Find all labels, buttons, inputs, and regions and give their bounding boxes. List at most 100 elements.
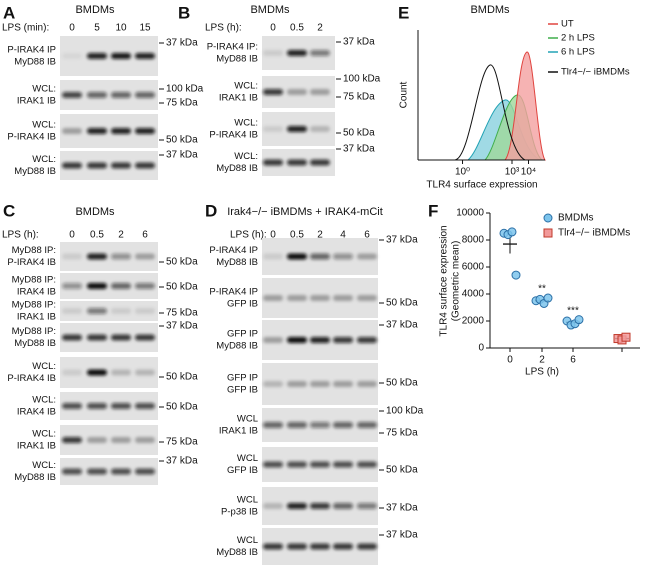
blot-band bbox=[310, 543, 330, 550]
legend-swatch bbox=[543, 213, 553, 223]
row-label: MyD88 IP: bbox=[12, 326, 56, 337]
blot-band bbox=[263, 253, 283, 260]
blot-band bbox=[287, 159, 307, 166]
marker-label: 75 kDa bbox=[386, 428, 418, 439]
row-label: IRAK1 IB bbox=[219, 93, 258, 104]
blot-band bbox=[310, 253, 330, 260]
blot-band bbox=[62, 403, 82, 409]
lane-header: LPS (h): bbox=[2, 230, 39, 241]
marker-label: 37 kDa bbox=[343, 144, 375, 155]
blot-band bbox=[87, 92, 107, 98]
blot-band bbox=[135, 162, 155, 169]
row-label: GFP IP bbox=[227, 329, 258, 340]
blot-band bbox=[135, 92, 155, 98]
lane-label: 0 bbox=[69, 23, 75, 34]
blot-band bbox=[111, 437, 131, 443]
blot-band bbox=[357, 295, 377, 301]
blot-band bbox=[357, 337, 377, 343]
blot-band bbox=[310, 89, 330, 95]
blot-band bbox=[287, 422, 307, 428]
lane-label: 15 bbox=[139, 23, 151, 34]
blot-band bbox=[287, 253, 307, 260]
panel-letter: A bbox=[3, 3, 15, 22]
marker-label: 75 kDa bbox=[166, 308, 198, 319]
legend-label: UT bbox=[561, 19, 574, 30]
blot-band bbox=[62, 283, 82, 289]
lane-label: 10 bbox=[115, 23, 127, 34]
row-label: GFP IB bbox=[227, 465, 258, 476]
blot-band bbox=[287, 543, 307, 550]
marker-label: 75 kDa bbox=[166, 437, 198, 448]
row-label: IRAK1 IB bbox=[219, 426, 258, 437]
row-label: P-p38 IB bbox=[221, 507, 258, 518]
marker-label: 50 kDa bbox=[166, 135, 198, 146]
blot-band bbox=[135, 369, 155, 376]
row-label: MyD88 IB bbox=[216, 54, 258, 65]
row-label: WCL bbox=[237, 535, 258, 546]
blot-band bbox=[263, 295, 283, 301]
data-point bbox=[621, 332, 631, 342]
blot-band bbox=[111, 53, 131, 59]
blot-band bbox=[111, 334, 131, 341]
blot-background bbox=[60, 301, 158, 321]
row-label: WCL: bbox=[32, 395, 56, 406]
row-label: GFP IB bbox=[227, 299, 258, 310]
legend-label: 6 h LPS bbox=[561, 47, 595, 58]
blot-band bbox=[87, 162, 107, 169]
row-label: P-IRAK4 IP bbox=[209, 287, 258, 298]
blot-band bbox=[310, 503, 330, 509]
marker-label: 50 kDa bbox=[386, 465, 418, 476]
blot-band bbox=[135, 53, 155, 59]
y-tick-label: 2000 bbox=[462, 316, 485, 327]
marker-label: 50 kDa bbox=[166, 402, 198, 413]
blot-band bbox=[310, 126, 330, 132]
row-label: P-IRAK4 IB bbox=[7, 257, 56, 268]
blot-band bbox=[111, 253, 131, 260]
blot-band bbox=[87, 403, 107, 409]
blot-band bbox=[357, 503, 377, 509]
data-point bbox=[511, 270, 521, 280]
blot-band bbox=[310, 50, 330, 56]
y-tick-label: 10000 bbox=[456, 208, 484, 219]
row-label: WCL bbox=[237, 414, 258, 425]
row-label: WCL: bbox=[32, 361, 56, 372]
lane-header: LPS (h): bbox=[230, 230, 267, 241]
x-tick-label: 10⁴ bbox=[521, 167, 536, 178]
row-label: MyD88 IP: bbox=[12, 245, 56, 256]
blot-band bbox=[333, 422, 353, 428]
blot-band bbox=[135, 468, 155, 475]
significance-label: ** bbox=[538, 284, 546, 295]
blot-band bbox=[287, 381, 307, 387]
blot-band bbox=[333, 381, 353, 387]
blot-band bbox=[263, 159, 283, 166]
blot-band bbox=[287, 503, 307, 509]
marker-label: 75 kDa bbox=[343, 92, 375, 103]
row-label: WCL: bbox=[234, 118, 258, 129]
row-label: P-IRAK4 IP: bbox=[207, 42, 258, 53]
row-label: IRAK1 IB bbox=[17, 96, 56, 107]
blot-band bbox=[135, 308, 155, 314]
panel-title: BMDMs bbox=[75, 4, 115, 16]
row-label: WCL: bbox=[32, 120, 56, 131]
marker-label: 37 kDa bbox=[166, 456, 198, 467]
x-tick-label: 6 bbox=[570, 355, 576, 366]
row-label: P-IRAK4 IB bbox=[7, 373, 56, 384]
y-axis-label: (Geometric mean) bbox=[451, 241, 462, 322]
blot-band bbox=[357, 253, 377, 260]
blot-band bbox=[263, 461, 283, 468]
blot-band bbox=[310, 159, 330, 166]
row-label: MyD88 IB bbox=[14, 472, 56, 483]
blot-band bbox=[333, 253, 353, 260]
blot-band bbox=[62, 334, 82, 341]
x-tick-label: 0 bbox=[507, 355, 513, 366]
lane-label: 4 bbox=[340, 230, 346, 241]
panel-title: BMDMs bbox=[250, 4, 290, 16]
blot-band bbox=[135, 403, 155, 409]
y-tick-label: 8000 bbox=[462, 235, 485, 246]
row-label: P-IRAK4 IB bbox=[209, 130, 258, 141]
row-label: P-IRAK4 IP bbox=[209, 245, 258, 256]
blot-band bbox=[310, 422, 330, 428]
blot-band bbox=[87, 468, 107, 475]
row-label: WCL bbox=[237, 495, 258, 506]
blot-band bbox=[287, 337, 307, 343]
